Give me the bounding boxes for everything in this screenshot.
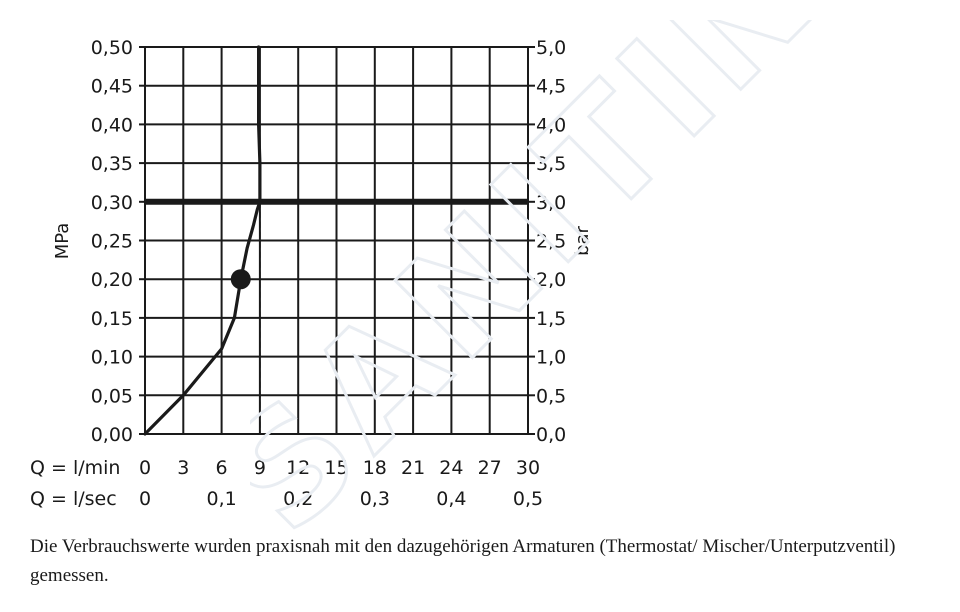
left-axis-tick-label: 0,10	[91, 347, 133, 369]
series-line	[143, 45, 262, 436]
x-axis-lmin-tick-label: 24	[439, 457, 463, 479]
left-axis-tick-label: 0,35	[91, 153, 133, 175]
x-axis-lmin-tick-label: 12	[286, 457, 310, 479]
left-axis-tick-label: 0,30	[91, 192, 133, 214]
right-axis-tick-label: 0,5	[536, 385, 566, 407]
right-axis-tick-label: 0,0	[536, 424, 566, 446]
x-axis-lsec-tick-label: 0,4	[436, 488, 466, 510]
right-axis-tick-label: 3,0	[536, 192, 566, 214]
x-axis-lmin-tick-label: 15	[324, 457, 348, 479]
left-axis-tick-label: 0,40	[91, 114, 133, 136]
caption: Die Verbrauchswerte wurden praxisnah mit…	[30, 536, 896, 586]
x-axis-lmin-tick-label: 3	[177, 457, 189, 479]
flow-pressure-chart: 0,000,050,100,150,200,250,300,350,400,45…	[30, 37, 593, 510]
x-axis-lmin-tick-label: 30	[516, 457, 540, 479]
left-axis-tick-label: 0,25	[91, 231, 133, 253]
x-axis-lmin-tick-label: 21	[401, 457, 425, 479]
x-axis-lsec-tick-label: 0,5	[513, 488, 543, 510]
x-axis-lmin-tick-label: 0	[139, 457, 151, 479]
x-axis-lmin-tick-label: 6	[216, 457, 228, 479]
right-axis-title: bar	[572, 225, 593, 255]
left-axis-tick-label: 0,20	[91, 269, 133, 291]
x-axis-lsec-tick-label: 0,3	[360, 488, 390, 510]
x-axis-lmin-tick-label: 9	[254, 457, 266, 479]
left-axis-tick-label: 0,00	[91, 424, 133, 446]
left-axis-tick-label: 0,05	[91, 385, 133, 407]
x-axis-lsec-tick-label: 0,2	[283, 488, 313, 510]
left-axis-tick-label: 0,45	[91, 76, 133, 98]
left-axis-tick-label: 0,15	[91, 308, 133, 330]
left-axis-tick-label: 0,50	[91, 37, 133, 59]
x-axis-lmin-tick-label: 18	[363, 457, 387, 479]
x-axis-lsec-tick-label: 0,1	[206, 488, 236, 510]
right-axis-tick-label: 2,5	[536, 231, 566, 253]
left-axis-title: MPa	[52, 223, 73, 260]
right-axis-tick-label: 3,5	[536, 153, 566, 175]
right-axis-tick-label: 2,0	[536, 269, 566, 291]
right-axis-tick-label: 1,5	[536, 308, 566, 330]
x-axis-lmin-tick-label: 27	[478, 457, 502, 479]
right-axis-tick-label: 5,0	[536, 37, 566, 59]
operating-point-marker	[230, 269, 251, 290]
x-axis-lsec-title: Q = l/sec	[30, 488, 117, 510]
x-axis-lsec-tick-label: 0	[139, 488, 151, 510]
right-axis-tick-label: 1,0	[536, 347, 566, 369]
right-axis-tick-label: 4,0	[536, 114, 566, 136]
x-axis-lmin-title: Q = l/min	[30, 457, 120, 479]
right-axis-tick-label: 4,5	[536, 76, 566, 98]
